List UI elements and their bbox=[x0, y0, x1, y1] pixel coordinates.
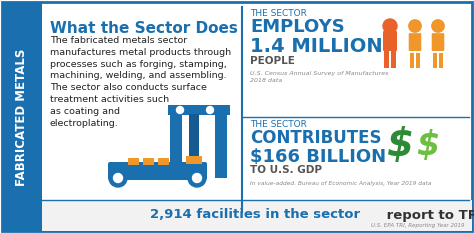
Text: $: $ bbox=[386, 126, 413, 164]
Circle shape bbox=[113, 174, 122, 182]
FancyBboxPatch shape bbox=[416, 53, 420, 68]
FancyBboxPatch shape bbox=[42, 200, 472, 231]
Text: $166 BILLION: $166 BILLION bbox=[250, 148, 386, 166]
Circle shape bbox=[109, 169, 127, 187]
Text: In value-added. Bureau of Economic Analysis, Year 2019 data: In value-added. Bureau of Economic Analy… bbox=[250, 181, 431, 186]
FancyBboxPatch shape bbox=[215, 108, 227, 178]
FancyBboxPatch shape bbox=[170, 108, 182, 178]
FancyBboxPatch shape bbox=[128, 158, 139, 165]
Text: $: $ bbox=[416, 129, 439, 161]
FancyBboxPatch shape bbox=[108, 162, 207, 180]
Circle shape bbox=[409, 20, 421, 32]
Circle shape bbox=[188, 169, 206, 187]
Circle shape bbox=[207, 106, 213, 113]
Text: 1.4 MILLION: 1.4 MILLION bbox=[250, 37, 383, 56]
Text: FABRICATED METALS: FABRICATED METALS bbox=[16, 48, 28, 186]
FancyBboxPatch shape bbox=[158, 158, 169, 165]
FancyBboxPatch shape bbox=[391, 51, 396, 68]
Text: THE SECTOR: THE SECTOR bbox=[250, 9, 307, 18]
FancyBboxPatch shape bbox=[189, 114, 199, 158]
FancyBboxPatch shape bbox=[143, 158, 154, 165]
FancyBboxPatch shape bbox=[383, 31, 397, 51]
Text: report to TRI: report to TRI bbox=[382, 209, 474, 222]
Text: CONTRIBUTES: CONTRIBUTES bbox=[250, 129, 382, 147]
FancyBboxPatch shape bbox=[168, 105, 230, 115]
Text: 2,914 facilities in the sector: 2,914 facilities in the sector bbox=[150, 209, 360, 222]
Text: The fabricated metals sector
manufactures metal products through
processes such : The fabricated metals sector manufacture… bbox=[50, 36, 231, 128]
FancyBboxPatch shape bbox=[439, 53, 443, 68]
FancyBboxPatch shape bbox=[432, 33, 444, 51]
FancyBboxPatch shape bbox=[186, 156, 202, 164]
Text: THE SECTOR: THE SECTOR bbox=[250, 120, 307, 129]
Circle shape bbox=[383, 19, 397, 33]
FancyBboxPatch shape bbox=[433, 53, 437, 68]
Text: What the Sector Does: What the Sector Does bbox=[50, 21, 238, 36]
Circle shape bbox=[432, 20, 444, 32]
FancyBboxPatch shape bbox=[410, 53, 414, 68]
Text: U.S. Census Annual Survey of Manufactures
2018 data: U.S. Census Annual Survey of Manufacture… bbox=[250, 71, 388, 83]
FancyBboxPatch shape bbox=[409, 33, 421, 51]
FancyBboxPatch shape bbox=[2, 2, 472, 231]
Text: TO U.S. GDP: TO U.S. GDP bbox=[250, 165, 322, 175]
Text: EMPLOYS: EMPLOYS bbox=[250, 18, 345, 36]
Circle shape bbox=[176, 106, 183, 113]
Text: PEOPLE: PEOPLE bbox=[250, 56, 295, 66]
Text: U.S. EPA TRI, Reporting Year 2019: U.S. EPA TRI, Reporting Year 2019 bbox=[372, 223, 465, 228]
Circle shape bbox=[192, 174, 201, 182]
FancyBboxPatch shape bbox=[2, 2, 42, 231]
FancyBboxPatch shape bbox=[384, 51, 389, 68]
